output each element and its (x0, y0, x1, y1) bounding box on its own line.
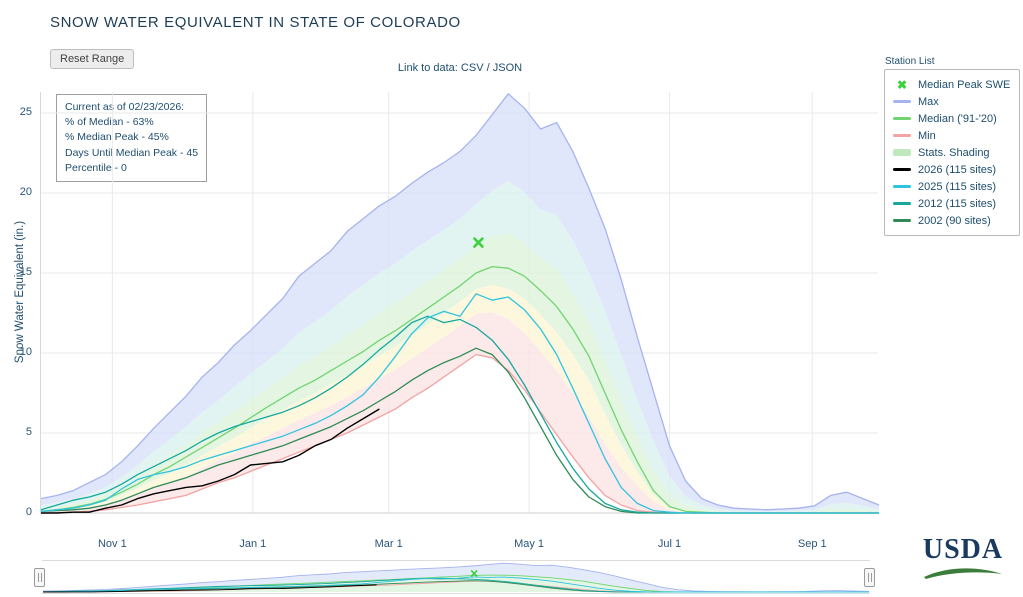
y-tick-label: 25 (19, 106, 32, 118)
info-box-line: % of Median - 63% (65, 116, 154, 129)
legend-item[interactable]: 2012 (115 sites) (893, 195, 1013, 212)
x-glyph: ✖ (896, 77, 908, 92)
series-lines (40, 93, 880, 514)
band-p50-p75 (41, 233, 879, 513)
stats-shading-bands (41, 93, 879, 513)
legend-item[interactable]: Median ('91-'20) (893, 110, 1013, 127)
plot-svg[interactable] (40, 80, 880, 516)
reset-range-button[interactable]: Reset Range (50, 49, 135, 69)
legend-swatch-icon (893, 168, 911, 171)
x-tick-label: Mar 1 (374, 538, 403, 550)
usda-logo-text: USDA (922, 534, 1004, 565)
band-p75-p90 (41, 181, 879, 513)
legend-item-label: Median ('91-'20) (918, 112, 997, 125)
navigator-line-3 (43, 584, 377, 593)
swatch (893, 168, 911, 171)
legend-swatch-icon (893, 100, 911, 103)
y-tick-label: 20 (19, 186, 32, 198)
info-box-line: Percentile - 0 (65, 161, 127, 174)
legend-swatch-icon (893, 117, 911, 120)
legend-item[interactable]: 2025 (115 sites) (893, 178, 1013, 195)
swatch (893, 117, 911, 120)
usda-logo: USDA (920, 536, 1006, 585)
y-tick-label: 15 (19, 266, 32, 278)
legend-swatch-icon (893, 202, 911, 205)
series-line-2025-115-sites- (40, 293, 879, 514)
x-tick-label: May 1 (514, 538, 545, 550)
swatch (893, 202, 911, 205)
handle-grip (867, 573, 869, 582)
info-box-line: Days Until Median Peak - 45 (65, 146, 199, 159)
info-box-line: Current as of 02/23/2026: (65, 101, 185, 113)
swatch (893, 185, 911, 188)
legend-swatch-icon (893, 149, 911, 156)
legend-item[interactable]: ✖ Median Peak SWE (893, 76, 1013, 93)
x-tick-label: Nov 1 (97, 538, 127, 550)
legend-item[interactable]: 2026 (115 sites) (893, 161, 1013, 178)
x-tick-label: Sep 1 (797, 538, 827, 550)
station-list-label: Station List (885, 56, 935, 67)
csv-link[interactable]: CSV (460, 62, 484, 74)
median-peak-swe-marker (473, 237, 484, 248)
swatch (893, 100, 911, 103)
navigator-handle-left[interactable] (34, 568, 45, 587)
navigator-line-4 (42, 576, 869, 593)
y-tick-label: 5 (25, 426, 32, 438)
legend-item-label: Stats. Shading (918, 146, 990, 159)
legend-item[interactable]: Stats. Shading (893, 144, 1013, 161)
legend-item[interactable]: 2002 (90 sites) (893, 212, 1013, 229)
usda-logo-swoosh (924, 568, 1002, 579)
y-tick-label: 0 (25, 506, 32, 518)
handle-grip (40, 573, 42, 582)
navigator-median-peak-marker (470, 570, 478, 577)
json-link[interactable]: JSON (492, 62, 523, 74)
legend-item-label: 2012 (115 sites) (918, 197, 997, 210)
legend-list: ✖ Median Peak SWE Max Median ('91-'20) Min St… (893, 76, 1013, 229)
band-p90-max (41, 93, 879, 512)
x-tick-label: Jul 1 (657, 538, 682, 550)
navigator-svg[interactable] (42, 560, 870, 594)
legend-item-label: 2026 (115 sites) (918, 163, 997, 176)
page-title: SNOW WATER EQUIVALENT IN STATE OF COLORA… (50, 14, 461, 31)
handle-grip (37, 573, 39, 582)
legend: ✖ Median Peak SWE Max Median ('91-'20) Min St… (884, 69, 1020, 236)
legend-item-label: 2025 (115 sites) (918, 180, 997, 193)
legend-item[interactable]: Max (893, 93, 1013, 110)
legend-item-label: 2002 (90 sites) (918, 214, 991, 227)
legend-item-label: Max (918, 95, 939, 108)
info-box: Current as of 02/23/2026: % of Median - 6… (56, 94, 208, 183)
data-links-separator: / (483, 62, 493, 74)
info-box-line: % Median Peak - 45% (65, 131, 169, 144)
data-links-prefix: Link to data: (397, 62, 461, 74)
legend-swatch-icon (893, 219, 911, 222)
median-peak-marker-icon: ✖ (893, 77, 911, 92)
swatch (893, 134, 911, 137)
x-tick-label: Jan 1 (239, 538, 267, 550)
swatch (893, 149, 911, 156)
navigator-handle-right[interactable] (864, 568, 875, 587)
legend-item-label: Median Peak SWE (918, 78, 1011, 91)
band-min-p25 (41, 312, 879, 513)
navigator-series-lines (42, 562, 870, 593)
swatch (893, 219, 911, 222)
y-tick-label: 10 (19, 346, 32, 358)
series-line-2026-115-sites- (41, 408, 380, 514)
legend-swatch-icon (893, 134, 911, 137)
legend-item[interactable]: Min (893, 127, 1013, 144)
legend-swatch-icon (893, 185, 911, 188)
handle-grip (870, 573, 872, 582)
series-line-max (40, 93, 880, 511)
data-links: Link to data: CSV / JSON (398, 62, 522, 74)
legend-item-label: Min (918, 129, 936, 142)
